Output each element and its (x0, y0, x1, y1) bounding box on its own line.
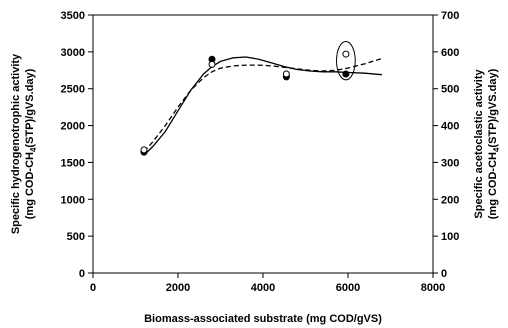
y-left-tick-label: 2000 (61, 121, 85, 133)
y-right-tick-label: 700 (441, 10, 459, 22)
filled-data-point (342, 70, 350, 78)
plot-area (92, 14, 434, 274)
solid-fit-line (143, 56, 383, 156)
y-left-tick-label: 3000 (61, 47, 85, 59)
y-left-tick-label: 2500 (61, 84, 85, 96)
y-right-tick-label: 0 (441, 268, 447, 280)
data-points (140, 50, 350, 156)
y-left-tick-label: 3500 (61, 10, 85, 22)
annotations (336, 41, 356, 81)
y-left-axis-title: Specific hydrogenotrophic activity (mg C… (10, 53, 38, 234)
y-right-title-part1: (mg COD-CH (487, 152, 499, 219)
y-left-title-part2: (STP)/gVS.day) (24, 68, 36, 147)
x-tick-label: 0 (90, 282, 96, 294)
y-right-title-line2: (mg COD-CH4(STP)/gVS.day) (487, 68, 501, 219)
x-tick-label: 6000 (336, 282, 360, 294)
x-axis-title: Biomass-associated substrate (mg COD/gVS… (144, 313, 382, 325)
y-right-tick-label: 600 (441, 47, 459, 59)
y-left-title-part1: (mg COD-CH (24, 152, 36, 219)
y-right-tick-label: 400 (441, 121, 459, 133)
y-right-tick-label: 500 (441, 84, 459, 96)
dashed-fit-line (143, 57, 383, 152)
fit-lines (143, 56, 383, 156)
open-data-point (342, 50, 350, 58)
y-right-tick-label: 200 (441, 194, 459, 206)
y-left-title-line1: Specific hydrogenotrophic activity (10, 53, 22, 234)
y-right-title-part2: (STP)/gVS.day) (487, 68, 499, 147)
highlight-ellipse (336, 41, 356, 81)
y-left-tick-label: 0 (79, 268, 85, 280)
y-left-tick-label: 500 (67, 231, 85, 243)
y-right-axis-title: Specific acetoclastic activity (mg COD-C… (473, 68, 501, 219)
y-left-tick-label: 1000 (61, 194, 85, 206)
x-tick-label: 2000 (166, 282, 190, 294)
y-left-tick-label: 1500 (61, 157, 85, 169)
y-left-title-line2: (mg COD-CH4(STP)/gVS.day) (24, 68, 38, 219)
open-data-point (140, 146, 148, 154)
y-right-title-line1: Specific acetoclastic activity (473, 69, 485, 219)
open-data-point (282, 70, 290, 78)
y-right-title-sub: 4 (492, 147, 501, 152)
open-data-point (208, 60, 216, 68)
y-left-title-sub: 4 (29, 147, 38, 152)
x-tick-label: 4000 (251, 282, 275, 294)
y-right-tick-label: 300 (441, 157, 459, 169)
x-tick-label: 8000 (421, 282, 445, 294)
axis-ticks: 0 2000 4000 6000 800005001000150020002500300… (61, 10, 460, 294)
plot-frame (92, 14, 434, 274)
y-right-tick-label: 100 (441, 231, 459, 243)
